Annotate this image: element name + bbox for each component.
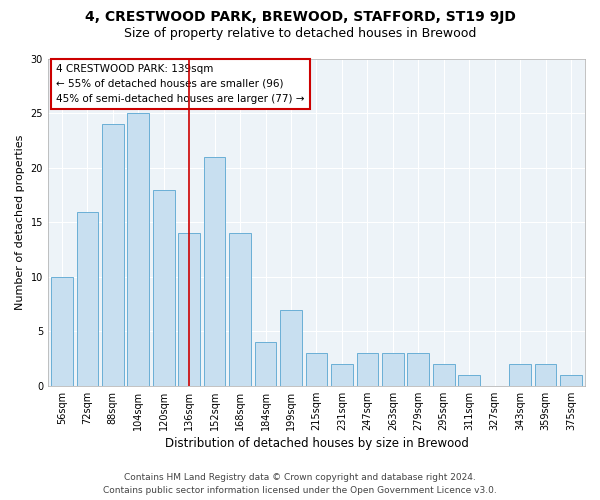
Bar bbox=[153, 190, 175, 386]
Bar bbox=[77, 212, 98, 386]
Bar bbox=[255, 342, 277, 386]
Bar bbox=[178, 234, 200, 386]
Text: 4, CRESTWOOD PARK, BREWOOD, STAFFORD, ST19 9JD: 4, CRESTWOOD PARK, BREWOOD, STAFFORD, ST… bbox=[85, 10, 515, 24]
Bar bbox=[509, 364, 531, 386]
Bar bbox=[535, 364, 556, 386]
Bar bbox=[458, 375, 480, 386]
Bar bbox=[433, 364, 455, 386]
Text: Contains HM Land Registry data © Crown copyright and database right 2024.
Contai: Contains HM Land Registry data © Crown c… bbox=[103, 473, 497, 495]
Text: Size of property relative to detached houses in Brewood: Size of property relative to detached ho… bbox=[124, 28, 476, 40]
Bar bbox=[560, 375, 582, 386]
Bar bbox=[407, 353, 429, 386]
X-axis label: Distribution of detached houses by size in Brewood: Distribution of detached houses by size … bbox=[164, 437, 469, 450]
Bar bbox=[356, 353, 378, 386]
Bar bbox=[127, 114, 149, 386]
Bar bbox=[204, 157, 226, 386]
Bar bbox=[280, 310, 302, 386]
Bar bbox=[102, 124, 124, 386]
Bar bbox=[229, 234, 251, 386]
Text: 4 CRESTWOOD PARK: 139sqm
← 55% of detached houses are smaller (96)
45% of semi-d: 4 CRESTWOOD PARK: 139sqm ← 55% of detach… bbox=[56, 64, 304, 104]
Bar bbox=[305, 353, 327, 386]
Y-axis label: Number of detached properties: Number of detached properties bbox=[15, 134, 25, 310]
Bar bbox=[331, 364, 353, 386]
Bar bbox=[382, 353, 404, 386]
Bar bbox=[51, 277, 73, 386]
